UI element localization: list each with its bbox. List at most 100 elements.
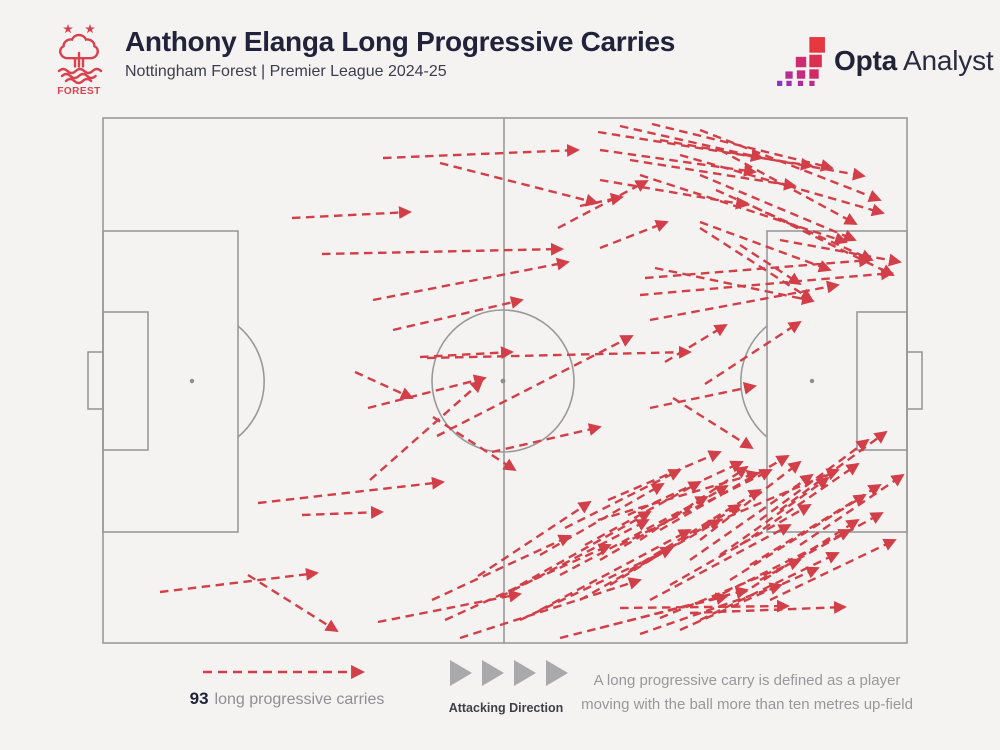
carry-arrow <box>699 128 882 203</box>
carry-arrow <box>439 161 599 207</box>
carry-arrow <box>639 582 783 636</box>
carry-arrow <box>659 138 866 181</box>
carry-arrow <box>759 438 870 521</box>
carry-arrow <box>557 179 649 230</box>
carry-arrow <box>301 505 384 519</box>
brand-analyst: Analyst <box>903 45 994 76</box>
carries-count-label: 93 long progressive carries <box>172 689 402 709</box>
carry-arrow <box>749 483 882 567</box>
carry-definition: A long progressive carry is defined as a… <box>578 669 916 717</box>
carry-arrow <box>639 267 894 297</box>
carry-arrow <box>607 450 722 502</box>
carry-arrow <box>649 381 757 410</box>
carry-arrow <box>377 589 522 624</box>
carry-arrow <box>669 503 812 587</box>
carry-arrow <box>431 534 572 602</box>
opta-logo-icon <box>777 37 825 86</box>
brand-opta: Opta <box>834 45 897 76</box>
carry-arrow <box>759 511 884 582</box>
carry-arrows-layer <box>159 122 905 640</box>
attacking-direction-legend: Attacking Direction <box>438 658 574 715</box>
carry-arrow <box>659 454 790 532</box>
carry-arrow <box>689 600 847 615</box>
carry-arrow <box>629 488 762 572</box>
carry-arrow <box>597 130 814 171</box>
carry-arrow <box>291 206 412 220</box>
carry-arrow <box>367 374 487 410</box>
carry-arrow <box>392 296 524 332</box>
carry-arrow <box>609 503 742 587</box>
carry-arrow <box>619 468 773 547</box>
nottingham-forest-crest-icon: FOREST <box>57 24 103 97</box>
carry-arrow <box>719 148 858 226</box>
carry-arrow <box>679 566 820 632</box>
page-subtitle: Nottingham Forest | Premier League 2024-… <box>125 63 447 80</box>
carry-arrow <box>672 396 754 450</box>
brand-wordmark: Opta Analyst <box>834 45 994 77</box>
carry-arrow <box>477 500 592 578</box>
carry-arrow <box>432 415 517 472</box>
carry-arrow <box>699 226 814 302</box>
attacking-direction-label: Attacking Direction <box>448 701 564 715</box>
carry-arrow <box>739 243 802 286</box>
opta-analyst-logo: Opta Analyst <box>776 36 994 86</box>
carry-arrow <box>715 188 874 262</box>
carry-arrow <box>699 173 857 242</box>
carry-arrow <box>779 238 902 267</box>
carry-arrow <box>369 379 484 481</box>
crest-forest-text: FOREST <box>57 86 101 97</box>
carry-arrow <box>599 148 757 177</box>
carry-arrow <box>651 122 834 172</box>
carry-arrow <box>599 219 669 250</box>
carry-arrow <box>649 523 792 602</box>
carry-arrow <box>779 430 888 511</box>
carry-arrow <box>426 345 692 360</box>
carry-arrow <box>769 538 897 602</box>
carry-arrow <box>459 577 642 640</box>
carry-arrow <box>559 592 729 640</box>
definition-line-1: A long progressive carry is defined as a… <box>593 672 901 689</box>
legend-carries: 93 long progressive carries <box>172 664 402 709</box>
carry-arrow <box>159 567 319 594</box>
carry-arrow <box>372 257 570 302</box>
carry-arrow <box>719 476 830 556</box>
carry-arrow <box>599 178 749 210</box>
carry-arrow <box>436 334 634 438</box>
carry-arrow <box>649 280 840 322</box>
carry-arrow <box>701 468 840 530</box>
carry-arrow <box>799 473 905 546</box>
carry-arrow <box>584 480 702 547</box>
carry-arrow <box>579 518 722 602</box>
carry-arrow <box>709 528 852 602</box>
carry-arrow <box>639 173 848 245</box>
carry-arrow <box>257 476 445 505</box>
carry-arrow <box>639 465 749 541</box>
carry-arrow <box>699 551 840 622</box>
carry-arrow <box>729 493 867 582</box>
carry-arrow <box>627 460 744 517</box>
carry-sample-arrow-icon <box>203 664 366 680</box>
carry-arrow <box>539 528 692 612</box>
carry-arrow <box>491 423 602 454</box>
attacking-direction-arrows-icon <box>450 660 568 686</box>
carry-arrow <box>247 573 339 633</box>
carry-arrow <box>664 323 728 364</box>
carry-arrow <box>659 558 802 620</box>
pitch-markings <box>87 117 923 644</box>
carry-arrow <box>619 124 764 162</box>
carries-count-text: long progressive carries <box>214 691 385 708</box>
carry-arrow <box>644 254 872 280</box>
carry-arrow <box>321 242 564 256</box>
carry-arrow <box>354 370 414 400</box>
page-title: Anthony Elanga Long Progressive Carries <box>125 26 675 57</box>
carry-arrow <box>704 320 802 386</box>
definition-line-2: moving with the ball more than ten metre… <box>581 696 913 713</box>
carry-arrow <box>689 473 814 561</box>
carries-count: 93 <box>189 689 209 708</box>
carry-arrow <box>519 510 652 587</box>
carry-arrow <box>564 468 682 530</box>
carry-arrow <box>619 599 790 613</box>
carry-arrow <box>559 495 709 577</box>
